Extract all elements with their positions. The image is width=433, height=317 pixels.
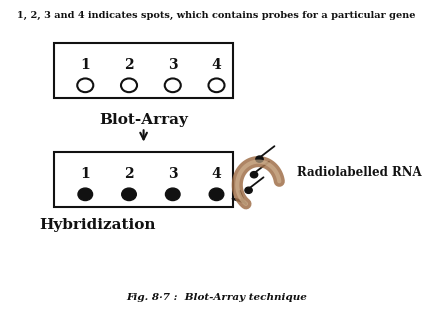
Circle shape [77, 79, 93, 92]
Text: 2: 2 [124, 167, 134, 181]
Circle shape [122, 188, 136, 201]
Circle shape [208, 79, 225, 92]
FancyBboxPatch shape [54, 43, 233, 98]
Text: Blot-Array: Blot-Array [99, 113, 188, 126]
Text: 1: 1 [81, 58, 90, 72]
Circle shape [209, 188, 224, 201]
Text: 4: 4 [212, 167, 221, 181]
Text: Hybridization: Hybridization [40, 218, 156, 232]
FancyBboxPatch shape [54, 152, 233, 207]
Circle shape [165, 188, 180, 201]
Circle shape [245, 187, 252, 193]
Text: Radiolabelled RNA: Radiolabelled RNA [297, 166, 421, 179]
Text: Fig. 8·7 :  Blot-Array technique: Fig. 8·7 : Blot-Array technique [126, 293, 307, 301]
Circle shape [256, 156, 263, 162]
Text: 2: 2 [124, 58, 134, 72]
Circle shape [165, 79, 181, 92]
Text: 4: 4 [212, 58, 221, 72]
Text: 1, 2, 3 and 4 indicates spots, which contains probes for a particular gene: 1, 2, 3 and 4 indicates spots, which con… [17, 10, 416, 20]
Text: 1: 1 [81, 167, 90, 181]
Circle shape [78, 188, 93, 201]
Circle shape [121, 79, 137, 92]
Text: 3: 3 [168, 167, 178, 181]
Circle shape [250, 171, 258, 178]
Text: 3: 3 [168, 58, 178, 72]
